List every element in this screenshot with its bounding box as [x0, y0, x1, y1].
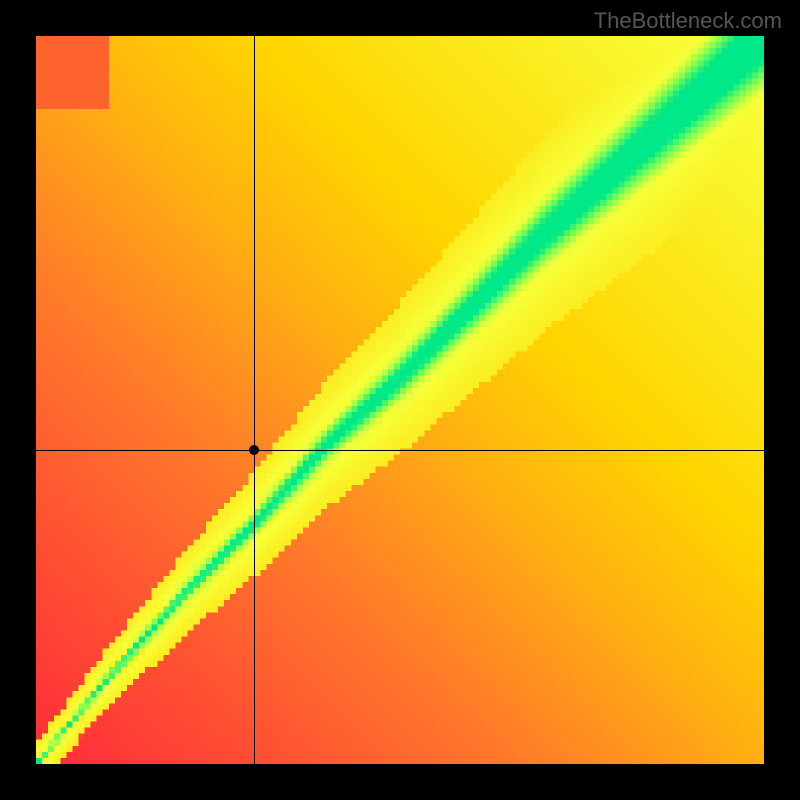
selection-marker	[249, 445, 259, 455]
watermark: TheBottleneck.com	[594, 8, 782, 34]
bottleneck-heatmap	[36, 36, 764, 764]
plot-area	[36, 36, 764, 764]
crosshair-vertical	[254, 36, 255, 764]
crosshair-horizontal	[36, 450, 764, 451]
